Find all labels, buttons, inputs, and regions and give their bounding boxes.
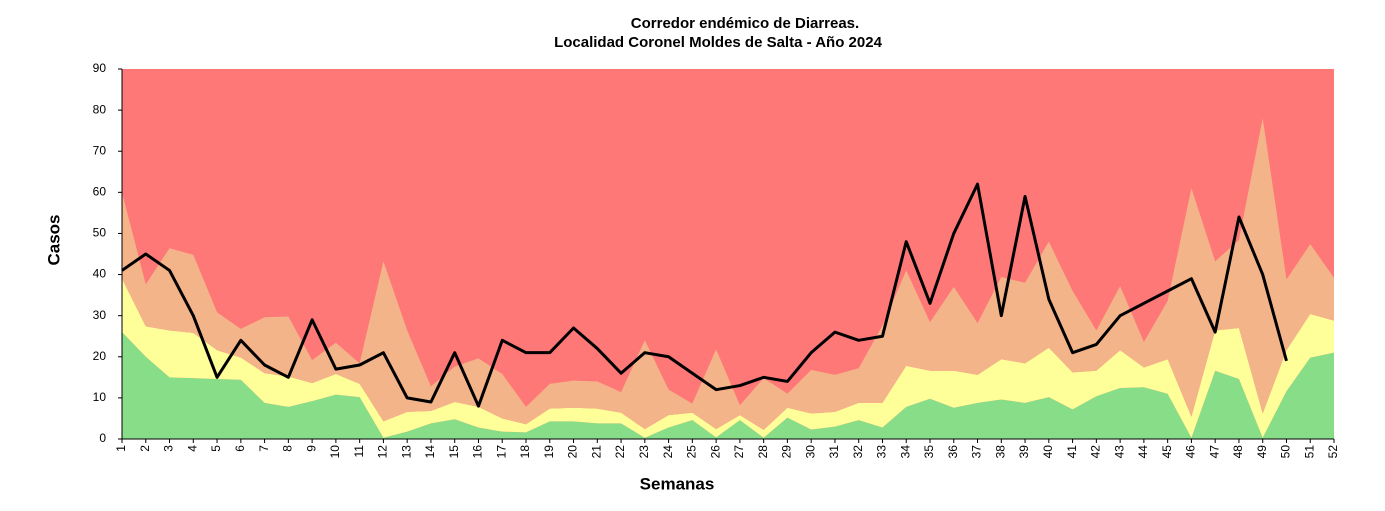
y-tick-label: 70 [93,143,107,157]
x-tick-label: 10 [328,445,342,459]
x-tick-label: 46 [1184,445,1198,459]
y-axis-label: Casos [44,214,63,265]
chart-subtitle: Localidad Coronel Moldes de Salta - Año … [554,34,883,51]
x-tick-label: 20 [566,445,580,459]
x-tick-label: 43 [1112,445,1126,459]
x-tick-label: 1 [114,445,128,452]
x-tick-label: 12 [376,445,390,459]
x-tick-label: 38 [993,445,1007,459]
x-tick-label: 13 [399,445,413,459]
area [122,332,1334,439]
x-tick-label: 40 [1041,445,1055,459]
x-tick-label: 11 [352,445,366,458]
y-tick-label: 90 [93,61,107,75]
x-tick-label: 36 [946,445,960,459]
x-tick-label: 45 [1160,445,1174,459]
x-tick-label: 8 [281,445,295,452]
x-tick-label: 4 [185,445,199,452]
y-tick-label: 10 [93,390,107,404]
x-tick-label: 37 [970,445,984,459]
y-tick-label: 20 [93,349,107,363]
x-tick-label: 15 [447,445,461,459]
x-tick-label: 48 [1231,445,1245,459]
x-tick-label: 3 [162,445,176,452]
x-tick-label: 7 [257,445,271,452]
x-tick-label: 49 [1255,445,1269,459]
x-axis-label: Semanas [640,474,715,493]
line [121,182,1288,408]
y-tick-label: 30 [93,308,107,322]
x-tick-label: 14 [423,445,437,459]
x-tick-label: 2 [138,445,152,452]
x-tick-label: 18 [518,445,532,459]
x-tick-label: 9 [304,445,318,452]
x-tick-label: 30 [803,445,817,459]
x-tick-label: 5 [209,445,223,452]
y-tick-label: 40 [93,267,107,281]
x-tick-label: 28 [756,445,770,459]
area [122,278,1334,438]
x-tick-label: 21 [589,445,603,459]
x-tick-label: 44 [1136,445,1150,459]
y-tick-label: 0 [99,431,106,445]
x-tick-label: 6 [233,445,247,452]
x-tick-label: 16 [471,445,485,459]
x-tick-label: 25 [685,445,699,459]
x-tick-label: 47 [1207,445,1221,459]
x-tick-label: 22 [613,445,627,459]
x-tick-label: 17 [494,445,508,459]
x-tick-label: 42 [1089,445,1103,459]
x-tick-label: 23 [637,445,651,459]
x-tick-label: 34 [898,445,912,459]
x-tick-label: 41 [1065,445,1079,459]
x-tick-label: 26 [708,445,722,459]
y-tick-label: 50 [93,226,107,240]
x-tick-label: 31 [827,445,841,459]
y-tick-label: 60 [93,185,107,199]
x-tick-label: 51 [1302,445,1316,459]
y-tick-label: 80 [93,102,107,116]
x-tick-label: 33 [875,445,889,459]
x-tick-label: 50 [1279,445,1293,459]
x-tick-label: 27 [732,445,746,459]
x-tick-label: 29 [780,445,794,459]
chart-title: Corredor endémico de Diarreas. [631,15,859,32]
x-tick-label: 35 [922,445,936,459]
x-tick-label: 24 [661,445,675,459]
x-tick-label: 52 [1326,445,1340,459]
x-tick-label: 32 [851,445,865,459]
x-tick-label: 19 [542,445,556,459]
x-tick-label: 39 [1017,445,1031,459]
area [122,118,1334,430]
